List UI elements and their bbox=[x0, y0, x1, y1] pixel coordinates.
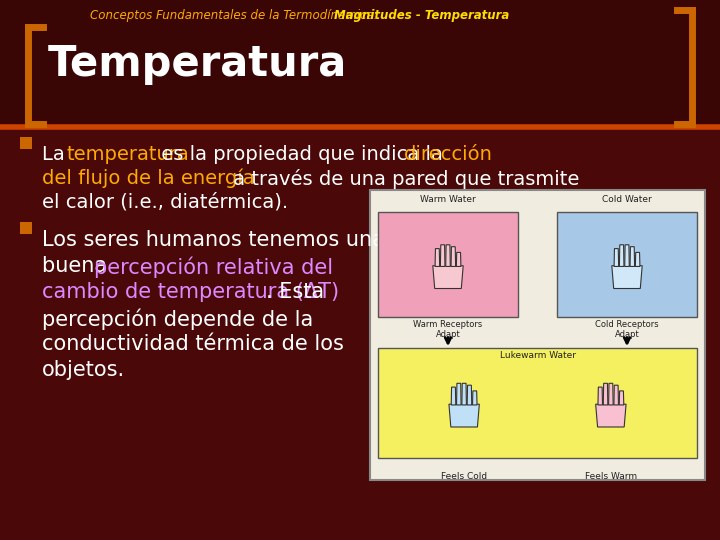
Text: . Esta: . Esta bbox=[266, 282, 325, 302]
Text: temperatura: temperatura bbox=[66, 145, 189, 164]
Text: del flujo de la energía: del flujo de la energía bbox=[42, 169, 255, 188]
Polygon shape bbox=[630, 247, 634, 266]
Text: conductividad térmica de los: conductividad térmica de los bbox=[42, 334, 344, 354]
Polygon shape bbox=[614, 248, 618, 266]
Polygon shape bbox=[451, 247, 456, 266]
Text: Temperatura: Temperatura bbox=[48, 43, 347, 85]
Text: Warm Receptors
Adapt: Warm Receptors Adapt bbox=[413, 320, 482, 340]
Polygon shape bbox=[472, 391, 477, 405]
Polygon shape bbox=[449, 404, 480, 427]
Bar bbox=[378, 212, 518, 317]
Bar bbox=[20, 137, 32, 149]
Text: dirección: dirección bbox=[404, 145, 493, 164]
Polygon shape bbox=[614, 385, 618, 405]
Polygon shape bbox=[467, 385, 472, 405]
Bar bbox=[378, 348, 697, 458]
Text: Lukewarm Water: Lukewarm Water bbox=[500, 351, 575, 360]
Polygon shape bbox=[619, 391, 624, 405]
Polygon shape bbox=[603, 383, 608, 405]
Text: es la propiedad que indica la: es la propiedad que indica la bbox=[155, 145, 449, 164]
Text: Feels Warm: Feels Warm bbox=[585, 472, 637, 481]
Polygon shape bbox=[441, 245, 445, 266]
Polygon shape bbox=[446, 245, 450, 266]
Text: el calor (i.e., diatérmica).: el calor (i.e., diatérmica). bbox=[42, 193, 288, 212]
Text: Warm Water: Warm Water bbox=[420, 195, 476, 204]
Polygon shape bbox=[595, 404, 626, 427]
Bar bbox=[557, 212, 697, 317]
Bar bbox=[0, 0, 720, 125]
Polygon shape bbox=[451, 387, 456, 405]
Polygon shape bbox=[433, 266, 463, 288]
Polygon shape bbox=[456, 383, 461, 405]
Bar bbox=[20, 222, 32, 234]
Text: buena: buena bbox=[42, 256, 114, 276]
Text: Los seres humanos tenemos una: Los seres humanos tenemos una bbox=[42, 230, 385, 250]
Text: Cold Receptors
Adapt: Cold Receptors Adapt bbox=[595, 320, 659, 340]
Polygon shape bbox=[456, 252, 461, 266]
Text: Conceptos Fundamentales de la Termodínamica:: Conceptos Fundamentales de la Termodínam… bbox=[90, 9, 382, 22]
Text: Cold Water: Cold Water bbox=[602, 195, 652, 204]
Polygon shape bbox=[598, 387, 603, 405]
Text: percepción depende de la: percepción depende de la bbox=[42, 308, 313, 329]
Text: cambio de temperatura (ΔT): cambio de temperatura (ΔT) bbox=[42, 282, 339, 302]
Text: La: La bbox=[42, 145, 71, 164]
Bar bbox=[370, 190, 705, 480]
Polygon shape bbox=[635, 252, 640, 266]
Polygon shape bbox=[608, 383, 613, 405]
Text: Feels Cold: Feels Cold bbox=[441, 472, 487, 481]
Polygon shape bbox=[435, 248, 440, 266]
Polygon shape bbox=[619, 245, 624, 266]
Polygon shape bbox=[612, 266, 642, 288]
Polygon shape bbox=[462, 383, 467, 405]
Text: objetos.: objetos. bbox=[42, 360, 125, 380]
Text: Magnitudes - Temperatura: Magnitudes - Temperatura bbox=[334, 9, 509, 22]
Polygon shape bbox=[625, 245, 629, 266]
Text: percepción relativa del: percepción relativa del bbox=[94, 256, 333, 278]
Text: a través de una pared que trasmite: a través de una pared que trasmite bbox=[227, 169, 580, 189]
